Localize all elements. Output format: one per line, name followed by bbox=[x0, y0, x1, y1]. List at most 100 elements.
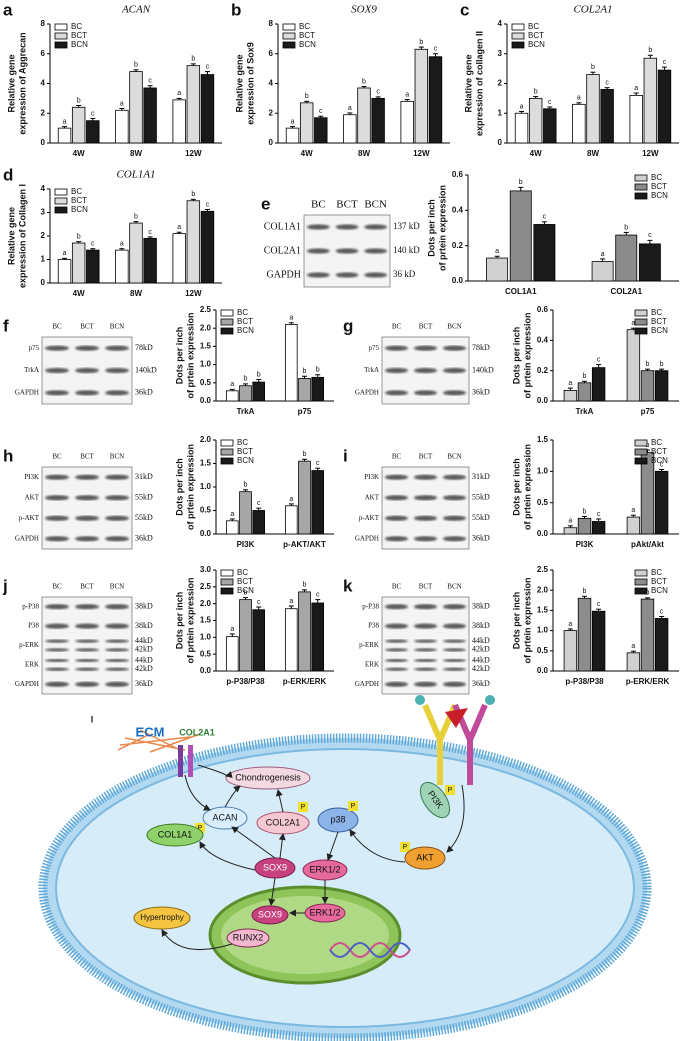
band bbox=[442, 639, 467, 643]
band bbox=[105, 639, 129, 643]
western-blot: f BC BCT BCN p75 78kD TrkA 140kD GAPDH 36kD bbox=[3, 316, 157, 405]
band bbox=[335, 272, 359, 278]
node bbox=[225, 766, 311, 790]
lane-label: BCN bbox=[447, 323, 461, 331]
size-label: 36kD bbox=[135, 679, 153, 688]
protein-label: GAPDH bbox=[15, 388, 39, 396]
protein-label: AKT bbox=[365, 493, 380, 501]
band bbox=[442, 681, 467, 687]
size-label: 36kD bbox=[135, 388, 153, 397]
blot-frame bbox=[381, 596, 470, 695]
x-tick-label: p75 bbox=[298, 407, 312, 416]
band bbox=[384, 367, 409, 374]
western-blot: i BC BCT BCN PI3K 31kD AKT 55kD p-AKT 55kD GAPDH 36… bbox=[343, 446, 490, 550]
panel-label: c bbox=[460, 0, 469, 19]
phosphate bbox=[445, 785, 455, 795]
lane-label: BCN bbox=[447, 583, 461, 591]
sig-label: a bbox=[631, 320, 635, 327]
band bbox=[442, 390, 467, 396]
legend-label: BCN bbox=[651, 326, 668, 335]
label: COL1A1 bbox=[158, 829, 193, 839]
bar bbox=[577, 517, 592, 535]
band bbox=[75, 658, 99, 663]
legend-label: BCT bbox=[237, 577, 253, 586]
bar bbox=[172, 99, 186, 144]
sig-label: b bbox=[660, 361, 664, 368]
sig-label: c bbox=[376, 89, 380, 96]
size-label: 36kD bbox=[472, 534, 490, 543]
sig-label: c bbox=[257, 599, 261, 606]
y-tick-label: 2 bbox=[498, 79, 503, 88]
label: Hypertrophy bbox=[140, 913, 184, 922]
phosphate bbox=[400, 842, 410, 852]
bar bbox=[314, 117, 328, 144]
sig-label: a bbox=[568, 621, 572, 628]
size-label: 42kD bbox=[472, 664, 490, 673]
band bbox=[364, 272, 388, 278]
y-tick-label: 2.0 bbox=[200, 599, 212, 608]
y-tick-label: 2 bbox=[41, 231, 46, 240]
bar bbox=[86, 249, 100, 284]
blot-frame bbox=[381, 466, 470, 550]
size-label: 78kD bbox=[472, 343, 490, 352]
band bbox=[75, 681, 99, 687]
legend-label: BCN bbox=[651, 586, 668, 595]
band bbox=[384, 515, 409, 521]
size-label: 36kD bbox=[472, 679, 490, 688]
size-label: 36kD bbox=[472, 388, 490, 397]
band bbox=[442, 474, 467, 480]
sig-label: b bbox=[134, 214, 138, 221]
y-axis-label: Relative gene bbox=[6, 54, 16, 112]
bar bbox=[509, 190, 532, 282]
band bbox=[413, 390, 438, 396]
legend-label: BC bbox=[651, 568, 662, 577]
lane-label: BCT bbox=[80, 583, 94, 591]
band bbox=[364, 248, 388, 254]
bar bbox=[514, 112, 529, 144]
band bbox=[306, 224, 330, 230]
legend-swatch bbox=[54, 41, 68, 49]
protein-label: TrkA bbox=[24, 366, 39, 374]
sig-label: a bbox=[634, 85, 638, 92]
legend-swatch bbox=[282, 32, 296, 40]
band bbox=[105, 648, 129, 652]
label: P bbox=[351, 803, 356, 810]
sig-label: a bbox=[230, 511, 234, 518]
panel-label: h bbox=[3, 446, 13, 465]
band bbox=[413, 604, 438, 610]
size-label: 38kD bbox=[472, 621, 490, 630]
lane-label: BC bbox=[392, 583, 402, 591]
panel-label: b bbox=[231, 0, 241, 19]
bar bbox=[640, 370, 655, 402]
y-axis-label: of prtein expression bbox=[185, 444, 195, 530]
legend-swatch bbox=[220, 318, 234, 326]
cytoplasm bbox=[55, 748, 635, 1028]
x-tick-label: p-ERK/ERK bbox=[283, 677, 327, 686]
legend-label: BCT bbox=[237, 447, 253, 456]
legend-label: BCN bbox=[299, 40, 316, 49]
legend-swatch bbox=[220, 578, 234, 586]
y-tick-label: 0.6 bbox=[452, 170, 464, 179]
bar bbox=[577, 382, 592, 402]
sig-label: a bbox=[631, 643, 635, 650]
diagram: l ECM COL2A1 Chondrogenesis ACAN COL2A1 … bbox=[38, 695, 652, 1041]
band bbox=[413, 667, 438, 671]
y-axis-label: Dots per inch bbox=[174, 458, 184, 516]
y-tick-label: 1 bbox=[41, 255, 46, 264]
y-tick-label: 0.0 bbox=[200, 396, 212, 405]
label: RUNX2 bbox=[233, 932, 264, 942]
y-tick-label: 1.0 bbox=[537, 466, 549, 475]
node bbox=[146, 823, 204, 847]
size-label: 31kD bbox=[472, 472, 490, 481]
y-tick-label: 1.5 bbox=[537, 435, 549, 444]
y-tick-label: 0 bbox=[41, 138, 46, 147]
band bbox=[45, 390, 69, 396]
size-label: 44kD bbox=[135, 636, 153, 645]
x-tick-label: TrkA bbox=[576, 407, 594, 416]
size-label: 36kD bbox=[135, 534, 153, 543]
size-label: 38kD bbox=[135, 621, 153, 630]
bar bbox=[143, 237, 157, 284]
sig-label: c bbox=[660, 608, 664, 615]
band bbox=[75, 667, 99, 671]
y-tick-label: 2 bbox=[41, 108, 46, 117]
